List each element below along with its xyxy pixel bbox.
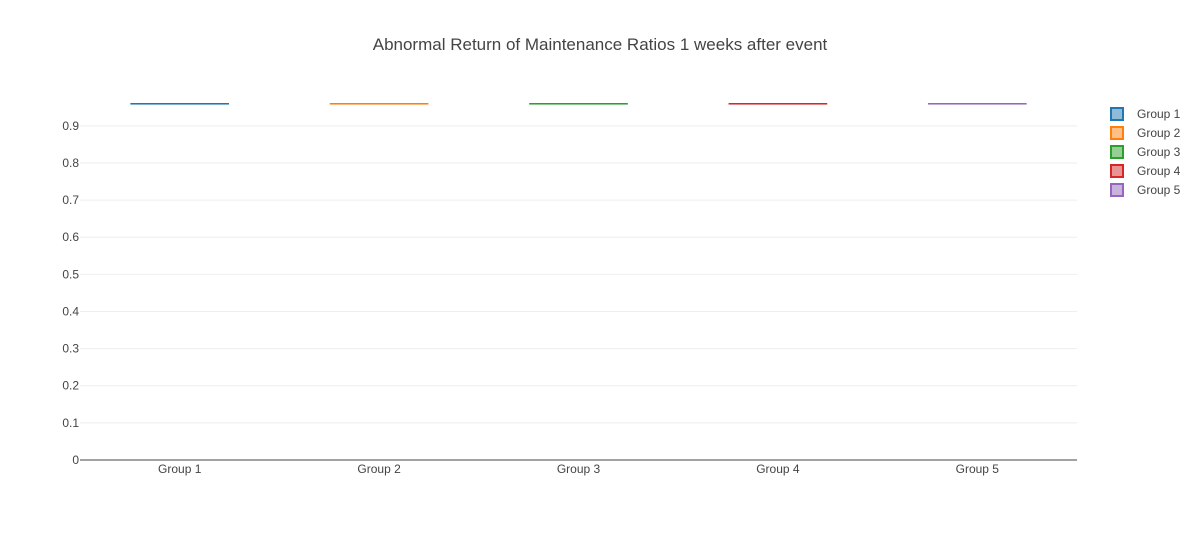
y-tick-label: 0.6 — [62, 230, 79, 244]
legend-label: Group 1 — [1137, 107, 1181, 121]
box-trace[interactable] — [927, 102, 1027, 105]
grid-layer — [80, 125, 1077, 461]
y-tick-label: 0 — [72, 453, 79, 467]
y-tick-label: 0.5 — [62, 267, 79, 281]
box-trace[interactable] — [130, 102, 230, 105]
x-tick-label: Group 3 — [557, 462, 601, 476]
legend[interactable]: Group 1 Group 2 Group 3 Group 4 Group 5 — [1110, 107, 1181, 197]
box-traces[interactable] — [130, 102, 1027, 105]
legend-swatch — [1110, 164, 1124, 178]
box-trace[interactable] — [728, 102, 828, 105]
legend-item[interactable]: Group 3 — [1110, 145, 1181, 159]
x-tick-label: Group 1 — [158, 462, 202, 476]
legend-swatch — [1110, 145, 1124, 159]
legend-item[interactable]: Group 5 — [1110, 183, 1181, 197]
legend-label: Group 4 — [1137, 164, 1181, 178]
legend-swatch — [1110, 126, 1124, 140]
legend-label: Group 5 — [1137, 183, 1181, 197]
legend-swatch — [1110, 183, 1124, 197]
x-tick-label: Group 2 — [357, 462, 401, 476]
y-axis-ticks: 0 0.1 0.2 0.3 0.4 0.5 0.6 0.7 0.8 0.9 — [62, 119, 79, 467]
x-tick-label: Group 4 — [756, 462, 800, 476]
y-tick-label: 0.3 — [62, 342, 79, 356]
legend-label: Group 3 — [1137, 145, 1181, 159]
y-tick-label: 0.2 — [62, 379, 79, 393]
y-tick-label: 0.8 — [62, 156, 79, 170]
legend-item[interactable]: Group 2 — [1110, 126, 1181, 140]
x-tick-label: Group 5 — [956, 462, 1000, 476]
box-trace[interactable] — [329, 102, 429, 105]
y-tick-label: 0.4 — [62, 304, 79, 318]
y-tick-label: 0.9 — [62, 119, 79, 133]
y-tick-label: 0.7 — [62, 193, 79, 207]
box-trace[interactable] — [529, 102, 628, 105]
legend-swatch — [1110, 107, 1124, 121]
x-axis-ticks: Group 1 Group 2 Group 3 Group 4 Group 5 — [158, 462, 999, 476]
legend-item[interactable]: Group 4 — [1110, 164, 1181, 178]
y-tick-label: 0.1 — [62, 416, 79, 430]
legend-label: Group 2 — [1137, 126, 1181, 140]
legend-item[interactable]: Group 1 — [1110, 107, 1181, 121]
chart-title: Abnormal Return of Maintenance Ratios 1 … — [373, 35, 828, 54]
